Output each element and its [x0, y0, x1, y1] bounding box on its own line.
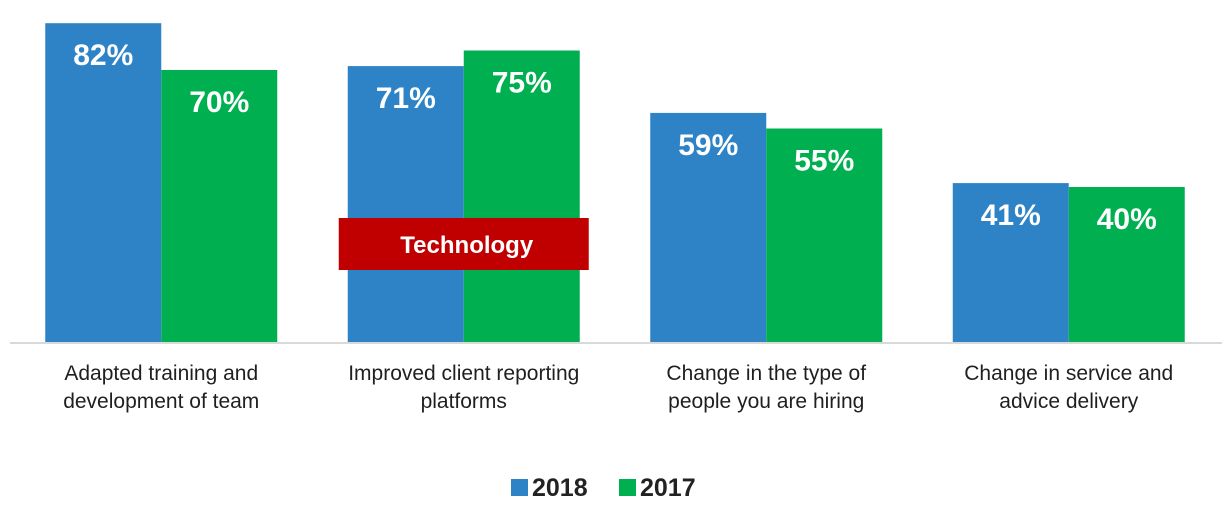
category-label-3-line-1: advice delivery: [999, 390, 1138, 413]
data-label-2018-1: 71%: [376, 82, 436, 115]
callout-text: Technology: [400, 232, 534, 259]
bar-2018-improved-client-reporting-platforms: [347, 66, 464, 343]
legend-swatch-2018: [511, 479, 528, 496]
bar-2018-change-in-the-type-of-people-you-are-hiring: [650, 112, 767, 344]
legend-label-2017: 2017: [640, 474, 696, 502]
category-labels: Adapted training and development of team I…: [63, 362, 1173, 413]
data-label-2017-1: 75%: [492, 67, 552, 100]
technology-callout: Technology: [338, 218, 589, 270]
legend: 2018 2017: [511, 474, 696, 502]
data-label-2018-3: 41%: [981, 199, 1041, 232]
bars-layer: 82% 70% 71% 75% 59% 55% 41% 40%: [45, 23, 1185, 344]
category-label-2-line-0: Change in the type of: [666, 362, 866, 385]
data-label-2017-2: 55%: [794, 145, 854, 178]
bar-2017-change-in-service-and-advice-delivery: [1068, 187, 1185, 343]
data-label-2018-2: 59%: [678, 129, 738, 162]
category-label-0-line-1: development of team: [63, 390, 259, 413]
bar-2017-adapted-training-and-development-of-team: [161, 70, 278, 343]
legend-swatch-2017: [619, 479, 636, 496]
category-label-0-line-0: Adapted training and: [64, 362, 258, 385]
bar-2018-adapted-training-and-development-of-team: [45, 23, 162, 343]
category-label-2-line-1: people you are hiring: [668, 390, 864, 413]
bar-2017-change-in-the-type-of-people-you-are-hiring: [766, 128, 883, 343]
bar-2018-change-in-service-and-advice-delivery: [952, 183, 1069, 343]
data-label-2017-3: 40%: [1097, 203, 1157, 236]
category-label-1-line-1: platforms: [421, 390, 507, 413]
category-label-3-line-0: Change in service and: [964, 362, 1173, 385]
category-label-1-line-0: Improved client reporting: [348, 362, 579, 385]
legend-label-2018: 2018: [532, 474, 588, 502]
bar-2017-improved-client-reporting-platforms: [463, 50, 580, 343]
data-label-2017-0: 70%: [189, 86, 249, 119]
callout-box: [338, 218, 589, 270]
data-label-2018-0: 82%: [73, 39, 133, 72]
